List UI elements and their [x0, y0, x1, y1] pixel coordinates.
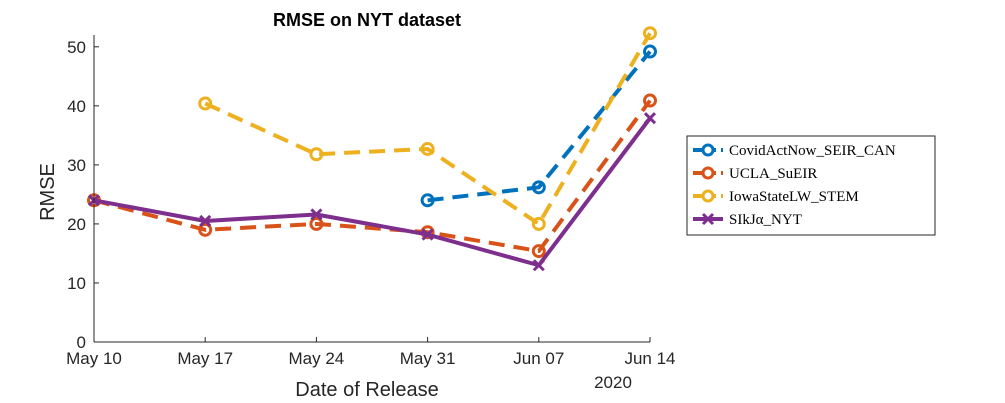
- series-2: [198, 26, 657, 231]
- plot-area: [87, 26, 657, 272]
- x-axis-title: Date of Release: [295, 379, 438, 401]
- data-point: [421, 228, 434, 241]
- data-point: [310, 208, 323, 221]
- series-line: [93, 99, 652, 254]
- data-point: [531, 216, 546, 231]
- legend-item: UCLA_SuEIR: [693, 166, 817, 182]
- data-point: [198, 96, 213, 111]
- legend-label: SIkJα_NYT: [729, 212, 802, 228]
- legend-label: IowaStateLW_STEM: [729, 189, 859, 205]
- legend: CovidActNow_SEIR_CAN UCLA_SuEIR IowaStateL…: [686, 135, 936, 236]
- data-point: [643, 44, 657, 59]
- legend-item: CovidActNow_SEIR_CAN: [693, 143, 896, 159]
- data-point: [309, 216, 324, 231]
- y-tick-label: 50: [67, 38, 86, 57]
- x-tick-label: Jun 14: [624, 349, 675, 368]
- data-point: [309, 147, 324, 162]
- series-1: [87, 93, 657, 259]
- legend-marker: [701, 166, 715, 180]
- point-x-stroke: [199, 214, 212, 228]
- y-tick-label: 20: [67, 215, 86, 234]
- x-tick-label: May 17: [177, 349, 233, 368]
- legend-marker-stroke: [701, 212, 715, 226]
- data-point: [643, 112, 657, 125]
- legend-label: CovidActNow_SEIR_CAN: [729, 143, 896, 159]
- legend-label: UCLA_SuEIR: [729, 166, 817, 182]
- series-0: [420, 44, 657, 208]
- data-point: [198, 222, 213, 237]
- y-tick-label: 0: [77, 333, 86, 352]
- point-x-stroke: [421, 228, 434, 241]
- y-tick-label: 30: [67, 156, 86, 175]
- y-tick-label: 10: [67, 274, 86, 293]
- legend-marker: [701, 143, 715, 157]
- data-point: [643, 26, 657, 41]
- data-point: [531, 180, 546, 195]
- x-tick-label: Jun 07: [513, 349, 564, 368]
- axes: 0 10 20 30 40 50 May 10 May 17 May 24 May 31 Jun 0…: [66, 35, 676, 368]
- chart-title: RMSE on NYT dataset: [273, 10, 461, 30]
- y-tick-label: 40: [67, 97, 86, 116]
- data-point: [532, 259, 545, 272]
- series-line: [427, 50, 652, 203]
- y-axis-title: RMSE: [37, 163, 59, 221]
- series-3: [87, 112, 657, 272]
- series-line: [93, 117, 652, 268]
- legend-marker: [701, 212, 715, 226]
- data-point: [420, 141, 435, 156]
- x-tick-label: May 24: [289, 349, 345, 368]
- data-point: [420, 193, 435, 208]
- x-year-label: 2020: [594, 373, 632, 392]
- point-x-stroke: [310, 208, 323, 221]
- legend-marker: [701, 189, 715, 203]
- legend-item: SIkJα_NYT: [693, 212, 802, 228]
- point-x-stroke: [532, 259, 545, 272]
- series-line: [204, 32, 652, 226]
- data-point: [199, 214, 212, 228]
- legend-item: IowaStateLW_STEM: [693, 189, 859, 205]
- x-tick-label: May 10: [66, 349, 122, 368]
- x-tick-label: May 31: [400, 349, 456, 368]
- data-point: [531, 244, 546, 259]
- legend-box: [686, 135, 936, 236]
- point-x-stroke: [643, 112, 657, 125]
- data-point: [643, 93, 657, 108]
